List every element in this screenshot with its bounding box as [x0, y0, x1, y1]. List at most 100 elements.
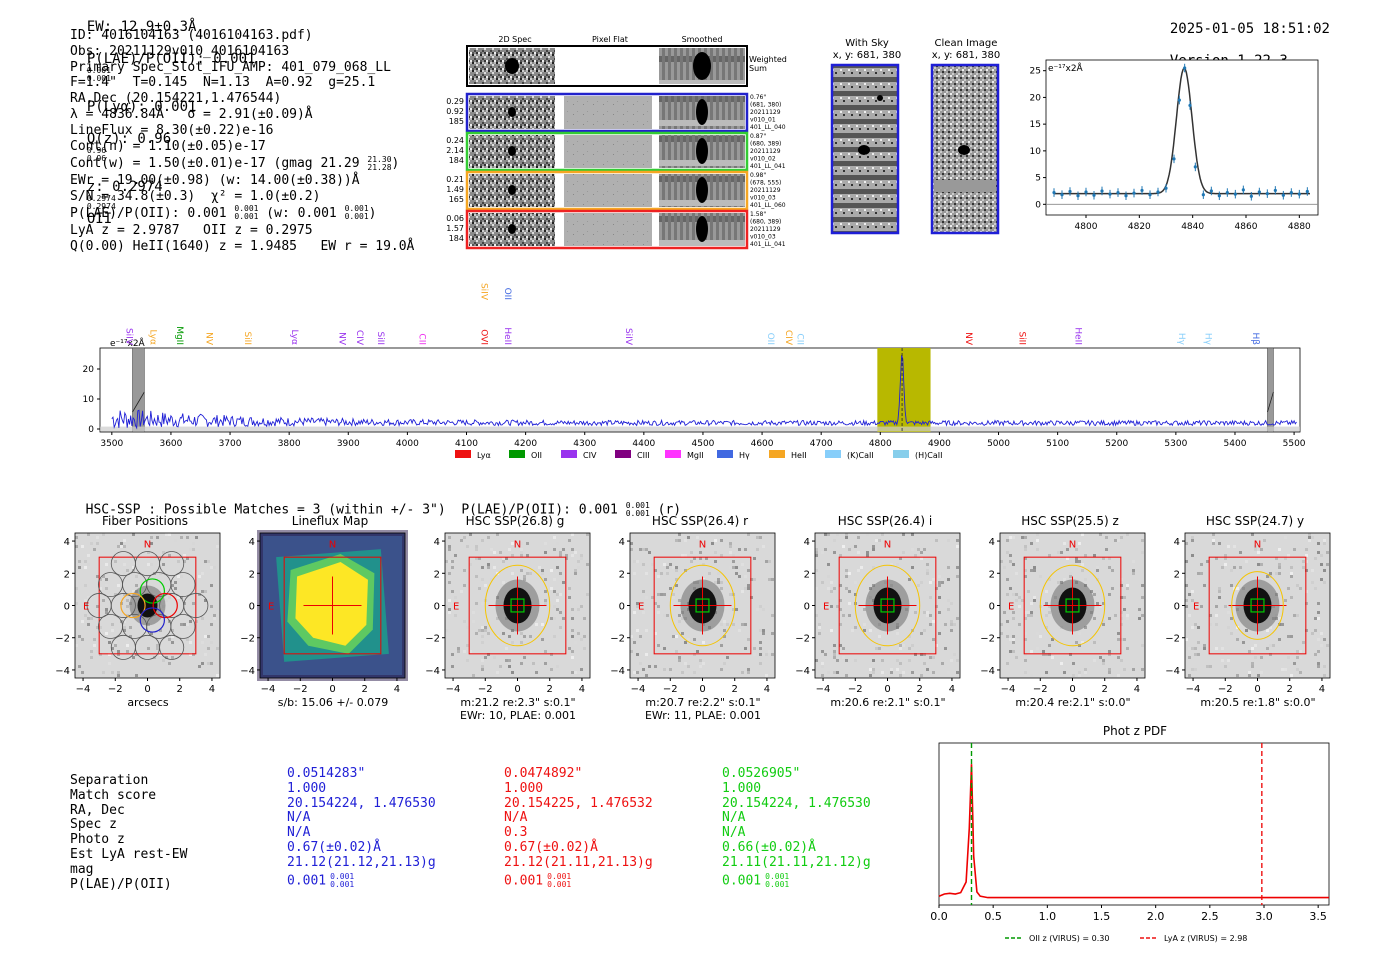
legend-swatch [455, 450, 471, 458]
x-tick-label: 4400 [632, 439, 655, 449]
x-tick-label: 5500 [1283, 439, 1306, 449]
match-row-label: Match score [70, 787, 157, 803]
match-value: 0.67(±0.02)Å [504, 839, 598, 855]
legend-swatch [509, 450, 525, 458]
data-point [1273, 188, 1277, 193]
cutout-aperture-box [653, 556, 752, 655]
header-bar: EW: 12.9±0.3Å P(LAE)/P(OII): 0.001 0.001… [70, 3, 256, 227]
data-point [1172, 157, 1176, 161]
match-value: 0.67(±0.02)Å [287, 839, 381, 855]
line-fit-axes [1045, 59, 1319, 216]
emission-line-label: CII [795, 333, 805, 345]
x-tick-label: 4880 [1288, 222, 1311, 232]
with-sky-title: With Sky x, y: 681, 380 [832, 38, 902, 61]
header-plya: P(Lyα): 0.001 [86, 99, 197, 115]
x-tick-label: 3600 [159, 439, 182, 449]
y-tick-label: 2 [249, 569, 255, 580]
y-tick-label: 10 [83, 395, 95, 405]
emission-line-label: CIV [354, 330, 364, 346]
match-labels: Separation Match score RA, Dec Spec z Photo … [70, 773, 187, 892]
info-plae: P(LAE)/P(OII): 0.001 0.001 0.001 (w: 0.00… [70, 204, 377, 222]
match-value: 20.154224, 1.476530 [287, 795, 436, 811]
x-tick-label: 4860 [1235, 222, 1258, 232]
match-value: N/A [722, 810, 746, 826]
x-tick-label: −4 [76, 684, 91, 695]
legend-label: OII [531, 451, 542, 460]
masked-region [132, 347, 145, 433]
emission-line-label-high: OII [502, 288, 512, 300]
x-tick-label: 4 [949, 684, 955, 695]
emission-line-label: SiII [375, 331, 385, 345]
x-tick-label: 4600 [751, 439, 774, 449]
x-tick-label: 4000 [396, 439, 419, 449]
data-point [1249, 194, 1253, 198]
match-value: N/A [287, 825, 311, 841]
x-tick-label: −4 [816, 684, 831, 695]
x-tick-label: 0 [1069, 684, 1075, 695]
data-point [1193, 165, 1197, 169]
cutout-panel: N E 4 −4 2 −2 0 0 −2 2 −4 4 [980, 532, 1146, 695]
data-point [1148, 193, 1152, 197]
north-label: N [1254, 540, 1261, 551]
emission-line-label: HeII [1072, 327, 1082, 345]
emission-line-label: Hγ [1176, 333, 1186, 346]
match-value: 0.0514283" [287, 766, 366, 781]
x-tick-label: 4 [209, 684, 215, 695]
north-label: N [144, 540, 151, 551]
cutout-aperture-ellipse [854, 564, 921, 647]
fiber-highlight [139, 578, 166, 604]
y-tick-label: 4 [1174, 537, 1180, 548]
x-tick-label: 4500 [692, 439, 715, 449]
fiber-circle [170, 613, 196, 639]
full-spec-ylabel: e⁻¹⁷x2Å [110, 337, 146, 349]
x-tick-label: 2.5 [1201, 910, 1219, 923]
header-ew: EW: 12.9±0.3Å [86, 19, 197, 35]
cutout-caption: m:20.5 re:1.8" s:0.0" [1200, 696, 1316, 709]
cutout-title: HSC SSP(26.8) g [465, 514, 565, 528]
cutout-caption: m:21.2 re:2.3" s:0.1" EWr: 10, PLAE: 0.00… [459, 696, 577, 722]
x-tick-label: 0 [144, 684, 150, 695]
x-tick-label: −4 [631, 684, 646, 695]
x-tick-label: 5300 [1164, 439, 1187, 449]
x-tick-label: 2.0 [1147, 910, 1165, 923]
match-plae-frac: 0.001 0.001 [330, 871, 355, 889]
y-tick-label: 0 [64, 602, 70, 613]
sky-images [830, 63, 1000, 235]
x-tick-label: −4 [1186, 684, 1201, 695]
match-value: 0.001 0.001 0.001 [722, 871, 790, 889]
spec-row-meta: 401_LL_040 [750, 124, 786, 131]
weighted-label: Weighted [749, 55, 787, 64]
spec-row-value: 0.24 [446, 136, 464, 145]
cutout-caption: m:20.7 re:2.2" s:0.1" EWr: 11, PLAE: 0.00… [644, 696, 762, 722]
emission-line-label: Hβ [1250, 332, 1260, 345]
spec-row-meta: 401_LL_060 [750, 202, 786, 209]
data-point [1092, 193, 1096, 197]
emission-line-label: Hγ [1202, 333, 1212, 346]
emission-line-label: SiII [1016, 331, 1026, 345]
spec-row-meta: 20211129 [750, 187, 781, 194]
spec-row-value: 184 [449, 234, 464, 243]
x-tick-label: −4 [446, 684, 461, 695]
y-tick-label: −2 [240, 634, 255, 645]
data-point [1164, 186, 1168, 190]
header-qz-frac: 0.96 0.96 [86, 146, 107, 163]
spec-row-meta: (680, 389) [750, 219, 781, 226]
y-tick-label: 2 [434, 569, 440, 580]
y-tick-label: 4 [434, 537, 440, 548]
fiber-highlight [120, 592, 146, 619]
spec-row-meta: (680, 389) [750, 141, 781, 148]
spec-row-meta: 20211129 [750, 148, 781, 155]
x-tick-label: −4 [1001, 684, 1016, 695]
cutout-aperture-ellipse [1039, 564, 1106, 647]
emission-line-label: CIV [783, 330, 793, 346]
col-smoothed-label: Smoothed [682, 35, 723, 44]
data-point [1084, 190, 1088, 194]
col-2dspec-label: 2D Spec [498, 35, 531, 44]
data-point [1188, 103, 1192, 108]
cutout-aperture-box [283, 556, 382, 655]
y-tick-label: −2 [55, 634, 70, 645]
emission-line-label: SiII [242, 331, 252, 345]
x-tick-label: 4900 [928, 439, 951, 449]
x-tick-label: 4100 [455, 439, 478, 449]
